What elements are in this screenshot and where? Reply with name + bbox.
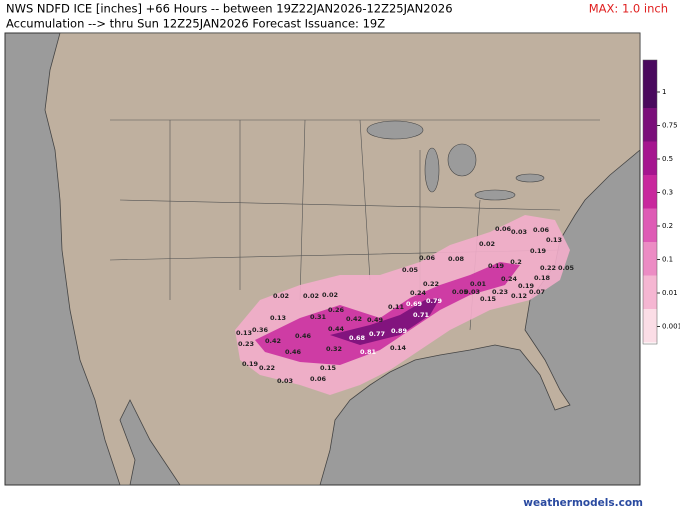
- point-label: 0.02: [273, 292, 289, 300]
- colorbar-top: [643, 60, 657, 76]
- colorbar-label: 1: [662, 88, 666, 96]
- point-label: 0.06: [495, 225, 512, 233]
- point-label: 0.22: [540, 264, 556, 272]
- colorbar-segment: [643, 208, 657, 242]
- point-label: 0.15: [320, 364, 337, 372]
- point-label: 0.46: [285, 348, 302, 356]
- point-label: 0.23: [238, 340, 254, 348]
- point-label: 0.18: [534, 274, 551, 282]
- point-labels: 0.02 0.02 0.020.13 0.310.260.42 0.490.13 0.36…: [236, 225, 575, 385]
- point-label: 0.22: [259, 364, 275, 372]
- point-label: 0.22: [423, 280, 439, 288]
- point-label: 0.12: [511, 292, 527, 300]
- point-label: 0.23: [492, 288, 508, 296]
- point-label: 0.05: [558, 264, 575, 272]
- colorbar-segment: [643, 242, 657, 276]
- point-label: 0.24: [410, 289, 427, 297]
- colorbar: 1 0.75 0.5 0.3 0.2 0.1 0.01 0.001: [642, 59, 680, 345]
- point-label: 0.2: [510, 258, 522, 266]
- title-line-2: Accumulation --> thru Sun 12Z25JAN2026 F…: [6, 17, 385, 31]
- point-label: 0.19: [518, 282, 535, 290]
- colorbar-outline: [642, 59, 658, 345]
- colorbar-segment: [643, 275, 657, 309]
- point-label: 0.03: [277, 377, 293, 385]
- point-label: 0.02: [303, 292, 319, 300]
- max-label: MAX: 1.0 inch: [589, 2, 668, 16]
- point-label: 0.81: [360, 348, 377, 356]
- point-label: 0.71: [413, 311, 430, 319]
- point-label: 0.31: [310, 313, 327, 321]
- map: 0.02 0.02 0.020.13 0.310.260.42 0.490.13 0.36…: [4, 32, 641, 486]
- colorbar-label: 0.3: [662, 189, 673, 197]
- point-label: 0.46: [295, 332, 312, 340]
- point-label: 0.24: [501, 275, 518, 283]
- point-label: 0.36: [252, 326, 269, 334]
- point-label: 0.19: [242, 360, 259, 368]
- colorbar-label: 0.5: [662, 155, 673, 163]
- great-lakes: [366, 120, 545, 201]
- point-label: 0.03: [511, 228, 527, 236]
- colorbar-segment: [643, 108, 657, 142]
- point-label: 0.49: [367, 316, 384, 324]
- colorbar-label: 0.01: [662, 289, 678, 297]
- point-label: 0.03: [464, 288, 480, 296]
- point-label: 0.11: [388, 303, 405, 311]
- point-label: 0.89: [391, 327, 408, 335]
- point-label: 0.68: [349, 334, 366, 342]
- point-label: 0.19: [488, 262, 505, 270]
- colorbar-label: 0.1: [662, 256, 673, 264]
- point-label: 0.15: [480, 295, 497, 303]
- ice-heavy: [330, 298, 440, 345]
- point-label: 0.01: [470, 280, 487, 288]
- colorbar-label: 0.001: [662, 323, 680, 331]
- colorbar-segment: [643, 175, 657, 209]
- colorbar-label: 0.2: [662, 222, 673, 230]
- point-label: 0.06: [419, 254, 436, 262]
- point-label: 0.32: [326, 345, 342, 353]
- point-label: 0.13: [546, 236, 562, 244]
- title-line-1: NWS NDFD ICE [inches] +66 Hours -- betwe…: [6, 2, 453, 16]
- point-label: 0.79: [426, 297, 443, 305]
- point-label: 0.19: [530, 247, 547, 255]
- point-label: 0.42: [346, 315, 362, 323]
- colorbar-segment: [643, 309, 657, 343]
- point-label: 0.06: [310, 375, 327, 383]
- point-label: 0.13: [236, 329, 252, 337]
- colorbar-segment: [643, 74, 657, 108]
- point-label: 0.14: [390, 344, 407, 352]
- point-label: 0.26: [328, 306, 345, 314]
- point-label: 0.07: [529, 288, 545, 296]
- point-label: 0.02: [322, 291, 338, 299]
- point-label: 0.06: [533, 226, 550, 234]
- point-label: 0.08: [448, 255, 465, 263]
- point-label: 0.05: [452, 288, 469, 296]
- point-label: 0.77: [369, 330, 385, 338]
- point-label: 0.42: [265, 337, 281, 345]
- ice-medium: [255, 262, 520, 365]
- point-label: 0.02: [479, 240, 495, 248]
- point-label: 0.44: [328, 325, 345, 333]
- point-label: 0.13: [270, 314, 286, 322]
- colorbar-segment: [643, 141, 657, 175]
- credit: weathermodels.com: [523, 497, 643, 509]
- point-label: 0.05: [402, 266, 419, 274]
- colorbar-label: 0.75: [662, 122, 678, 130]
- point-label: 0.69: [406, 300, 423, 308]
